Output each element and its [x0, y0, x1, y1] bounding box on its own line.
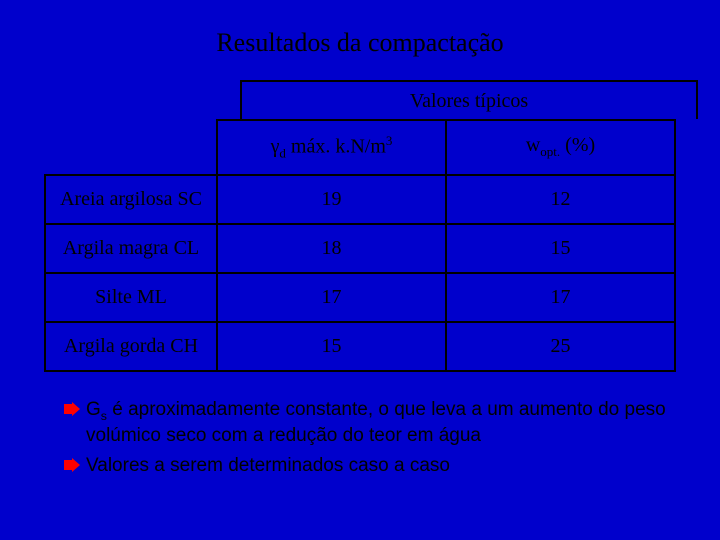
- table-row: Argila gorda CH 15 25: [45, 322, 675, 371]
- arrow-icon: [64, 402, 86, 416]
- table-header-row: γd máx. k.N/m3 wopt. (%): [45, 120, 675, 175]
- bullet-item: Gs é aproximadamente constante, o que le…: [64, 398, 684, 448]
- table-row: Areia argilosa SC 19 12: [45, 175, 675, 224]
- table-row: Argila magra CL 18 15: [45, 224, 675, 273]
- table-caption: Valores típicos: [240, 80, 698, 119]
- slide-title: Resultados da compactação: [36, 28, 684, 58]
- table-row: Silte ML 17 17: [45, 273, 675, 322]
- row-wopt: 17: [446, 273, 675, 322]
- row-wopt: 12: [446, 175, 675, 224]
- row-label: Argila magra CL: [45, 224, 217, 273]
- row-gamma: 18: [217, 224, 446, 273]
- row-gamma: 19: [217, 175, 446, 224]
- row-gamma: 17: [217, 273, 446, 322]
- header-blank: [45, 120, 217, 175]
- bullet-text: Gs é aproximadamente constante, o que le…: [86, 398, 684, 448]
- row-wopt: 15: [446, 224, 675, 273]
- bullet-list: Gs é aproximadamente constante, o que le…: [36, 398, 684, 480]
- bullet-item: Valores a serem determinados caso a caso: [64, 454, 684, 480]
- bullet-text: Valores a serem determinados caso a caso: [86, 454, 684, 480]
- row-gamma: 15: [217, 322, 446, 371]
- results-table: γd máx. k.N/m3 wopt. (%) Areia argilosa …: [44, 119, 676, 372]
- row-label: Silte ML: [45, 273, 217, 322]
- header-wopt: wopt. (%): [446, 120, 675, 175]
- header-gamma: γd máx. k.N/m3: [217, 120, 446, 175]
- row-label: Areia argilosa SC: [45, 175, 217, 224]
- slide: Resultados da compactação Valores típico…: [0, 0, 720, 540]
- arrow-icon: [64, 458, 86, 472]
- row-wopt: 25: [446, 322, 675, 371]
- row-label: Argila gorda CH: [45, 322, 217, 371]
